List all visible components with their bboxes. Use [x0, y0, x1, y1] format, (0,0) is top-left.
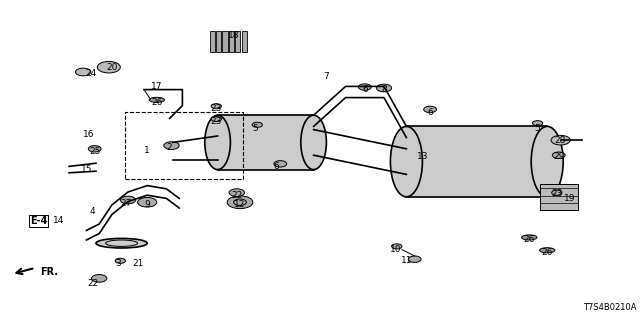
Text: 5: 5 [252, 124, 257, 132]
Ellipse shape [205, 115, 230, 170]
Text: 7: 7 [324, 72, 329, 81]
Circle shape [138, 197, 157, 207]
Text: 28: 28 [554, 136, 566, 145]
Text: 23: 23 [551, 189, 563, 198]
Circle shape [408, 256, 421, 262]
Bar [540, 184, 578, 210]
Text: 22: 22 [87, 279, 99, 288]
Circle shape [120, 196, 136, 204]
Bar [236, 31, 241, 52]
Circle shape [424, 106, 436, 113]
Ellipse shape [531, 126, 563, 197]
Text: 26: 26 [524, 236, 535, 244]
Bar [216, 31, 221, 52]
Text: 25: 25 [89, 147, 100, 156]
Text: 20: 20 [106, 63, 118, 72]
Text: 6: 6 [274, 162, 279, 171]
Text: 4: 4 [90, 207, 95, 216]
Bar [242, 31, 247, 52]
Text: 3: 3 [116, 260, 121, 268]
Text: 19: 19 [564, 194, 575, 203]
Circle shape [229, 189, 244, 196]
Text: 23: 23 [211, 104, 222, 113]
Text: 15: 15 [81, 165, 92, 174]
Circle shape [551, 135, 570, 145]
Text: 6: 6 [362, 85, 367, 94]
Bar [406, 126, 547, 197]
Text: T7S4B0210A: T7S4B0210A [583, 303, 637, 312]
Text: 22: 22 [231, 191, 243, 200]
Circle shape [164, 142, 179, 149]
Bar [218, 115, 314, 170]
Text: FR.: FR. [40, 267, 58, 277]
Text: 24: 24 [85, 69, 97, 78]
Circle shape [532, 121, 543, 126]
Circle shape [115, 258, 125, 263]
Text: 13: 13 [417, 152, 428, 161]
Circle shape [76, 68, 91, 76]
Circle shape [358, 84, 371, 90]
Text: 21: 21 [132, 260, 143, 268]
Text: 26: 26 [151, 98, 163, 107]
Bar [210, 31, 215, 52]
Bar [223, 31, 228, 52]
Text: 11: 11 [401, 256, 412, 265]
Text: 9: 9 [145, 200, 150, 209]
Ellipse shape [96, 238, 147, 248]
Circle shape [88, 146, 101, 152]
Text: E-4: E-4 [29, 216, 47, 226]
Text: 18: 18 [228, 31, 239, 40]
Circle shape [552, 190, 562, 195]
Ellipse shape [522, 235, 537, 240]
Circle shape [211, 104, 221, 109]
Text: 8: 8 [381, 85, 387, 94]
Text: 27: 27 [120, 199, 132, 208]
Ellipse shape [301, 115, 326, 170]
Text: 23: 23 [211, 117, 222, 126]
Ellipse shape [390, 126, 422, 197]
Circle shape [274, 161, 287, 167]
Text: 14: 14 [53, 216, 65, 225]
Ellipse shape [540, 248, 555, 253]
Ellipse shape [149, 97, 164, 102]
Text: 12: 12 [234, 200, 246, 209]
Circle shape [392, 244, 402, 249]
Bar [229, 31, 234, 52]
Circle shape [92, 275, 107, 282]
Text: 17: 17 [151, 82, 163, 91]
Ellipse shape [227, 196, 253, 209]
Text: 16: 16 [83, 130, 94, 139]
Text: 29: 29 [553, 152, 564, 161]
Text: 2: 2 [167, 143, 172, 152]
Text: 10: 10 [390, 245, 401, 254]
Circle shape [211, 116, 221, 122]
Circle shape [552, 152, 565, 158]
Circle shape [376, 84, 392, 92]
Text: 6: 6 [428, 108, 433, 116]
Text: 26: 26 [541, 248, 553, 257]
Circle shape [252, 122, 262, 127]
Circle shape [97, 61, 120, 73]
Text: 5: 5 [535, 124, 540, 132]
Text: 1: 1 [145, 146, 150, 155]
Bar [125, 112, 243, 179]
